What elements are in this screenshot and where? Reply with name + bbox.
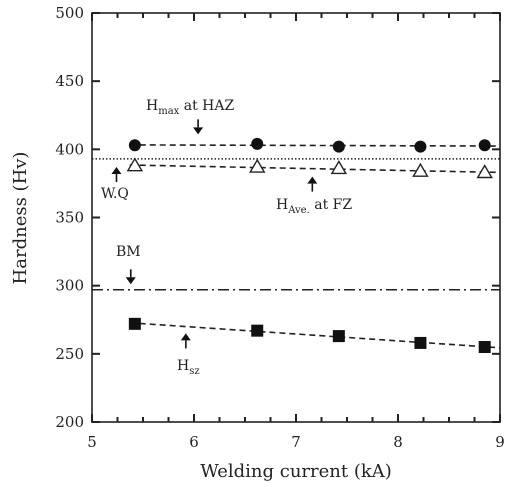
square-marker bbox=[251, 324, 264, 337]
axis-ticks bbox=[91, 12, 501, 423]
y-axis-title: Hardness (Hv) bbox=[10, 152, 31, 285]
reference-lines bbox=[92, 158, 500, 291]
circle-marker bbox=[251, 137, 264, 150]
arrow-wq-head bbox=[111, 167, 122, 175]
annotation-have: HAve. at FZ bbox=[276, 197, 352, 216]
square-marker bbox=[478, 341, 491, 354]
y-tick-label: 400 bbox=[55, 140, 84, 158]
arrow-hmax-head bbox=[193, 127, 204, 135]
square-marker bbox=[332, 330, 345, 343]
x-axis-title: Welding current (kA) bbox=[200, 461, 392, 482]
y-tick-label: 450 bbox=[55, 72, 84, 90]
series-lines bbox=[129, 144, 501, 349]
circle-marker bbox=[332, 140, 345, 153]
arrow-hsz-head bbox=[180, 333, 191, 341]
annotation-hmax: Hmax at HAZ bbox=[146, 98, 235, 117]
y-tick-labels: 200 250 300 350 400 450 500 bbox=[55, 4, 84, 431]
series-line bbox=[129, 164, 501, 174]
y-tick-label: 500 bbox=[55, 4, 84, 22]
x-tick-label: 6 bbox=[189, 433, 199, 451]
plot-frame bbox=[91, 12, 501, 423]
square-marker bbox=[128, 317, 141, 330]
triangle-marker bbox=[330, 160, 348, 175]
circle-marker bbox=[414, 140, 427, 153]
y-tick-label: 200 bbox=[55, 413, 84, 431]
x-tick-labels: 5 6 7 8 9 bbox=[87, 433, 505, 451]
arrow-have-head bbox=[307, 176, 318, 184]
arrow-bm-head bbox=[125, 277, 136, 285]
annotation-bm: BM bbox=[116, 244, 141, 260]
y-tick-label: 300 bbox=[55, 277, 84, 295]
circle-marker bbox=[128, 139, 141, 152]
triangle-marker bbox=[126, 157, 144, 172]
series-line bbox=[129, 144, 501, 147]
circle-marker bbox=[478, 139, 491, 152]
annotation-hsz: Hsz bbox=[177, 358, 200, 377]
x-tick-label: 9 bbox=[495, 433, 505, 451]
annotation-arrows bbox=[111, 119, 318, 349]
square-marker bbox=[414, 336, 427, 349]
triangle-marker bbox=[412, 162, 429, 177]
annotation-wq: W.Q bbox=[101, 186, 129, 202]
y-tick-label: 250 bbox=[55, 345, 84, 363]
triangle-marker bbox=[476, 164, 493, 179]
triangle-marker bbox=[249, 158, 266, 173]
x-tick-label: 7 bbox=[291, 433, 301, 451]
y-tick-label: 350 bbox=[55, 209, 84, 227]
series-line bbox=[129, 321, 501, 349]
x-tick-label: 5 bbox=[87, 433, 97, 451]
series-markers bbox=[126, 137, 493, 354]
x-tick-label: 8 bbox=[393, 433, 403, 451]
